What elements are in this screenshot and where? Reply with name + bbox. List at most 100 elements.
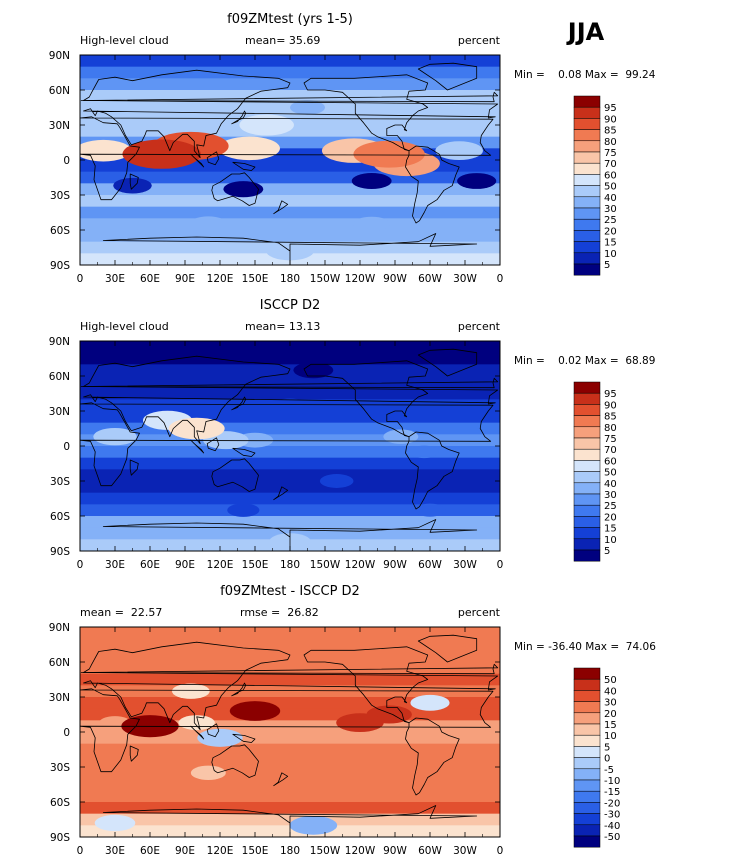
latitude-band: [80, 78, 500, 91]
x-tick-label: 150W: [310, 845, 341, 857]
x-tick-label: 60E: [140, 273, 160, 285]
x-tick-label: 0: [77, 845, 84, 857]
panel-title: f09ZMtest - ISCCP D2: [220, 584, 360, 599]
x-tick-label: 30E: [105, 559, 125, 571]
legend-swatch: [573, 151, 601, 164]
latitude-band: [80, 457, 500, 470]
legend-label: 5: [604, 260, 610, 271]
coastline: [231, 110, 247, 125]
legend-swatch: [573, 723, 601, 736]
coastline: [405, 145, 460, 224]
legend-label: -40: [604, 821, 620, 832]
latitude-band: [80, 650, 500, 663]
legend-label: 50: [604, 182, 617, 193]
y-tick-label: 60S: [50, 225, 70, 237]
latitude-band: [80, 387, 500, 400]
coastline: [232, 447, 256, 457]
coastline: [273, 772, 289, 787]
coastline: [417, 348, 478, 377]
legend-label: 80: [604, 423, 617, 434]
coastlines: [80, 62, 499, 265]
cloud-feature: [290, 100, 325, 115]
legend-label: 20: [604, 512, 617, 523]
cloud-feature: [223, 181, 264, 198]
cloud-feature: [189, 216, 228, 232]
coastline: [232, 161, 256, 171]
panel-title: ISCCP D2: [260, 298, 321, 313]
legend-label: 25: [604, 215, 617, 226]
panel-right-label: percent: [458, 34, 501, 47]
cloud-feature: [171, 683, 210, 699]
legend-label: 60: [604, 170, 617, 181]
coastline: [129, 173, 139, 190]
coastline: [231, 682, 247, 697]
legend-label: 10: [604, 249, 617, 260]
panel-left-label: mean = 22.57: [80, 606, 162, 619]
cloud-feature: [227, 503, 260, 517]
latitude-band: [80, 732, 500, 745]
legend-swatch: [573, 538, 601, 551]
legend-swatch: [573, 493, 601, 506]
y-tick-label: 30N: [49, 120, 70, 132]
coastline: [206, 723, 220, 738]
legend-swatch: [573, 426, 601, 439]
coastline: [80, 116, 494, 201]
legend-label: 95: [604, 389, 617, 400]
y-tick-label: 30N: [49, 692, 70, 704]
legend-label: 90: [604, 400, 617, 411]
map-axes: 0 30E 60E 90E 120E 150E 180 150W 120W 90W 60W 30W 09…: [49, 336, 504, 571]
cloud-feature: [104, 98, 149, 117]
cloud-feature: [336, 713, 384, 733]
latitude-band: [80, 492, 500, 505]
cloud-feature: [80, 139, 132, 162]
legend-swatch: [573, 448, 601, 461]
cloud-feature: [353, 140, 425, 168]
coastline: [102, 233, 478, 265]
coastline: [303, 360, 429, 438]
coastline: [206, 437, 220, 452]
cloud-feature: [409, 445, 439, 459]
coastline: [303, 74, 429, 152]
x-tick-label: 90E: [175, 273, 195, 285]
map-axes: 0 30E 60E 90E 120E 150E 180 150W 120W 90W 60W 30W 09…: [49, 622, 504, 857]
legend-label: 70: [604, 445, 617, 456]
x-tick-label: 30W: [453, 559, 477, 571]
legend-swatch: [573, 118, 601, 130]
legend-label: 85: [604, 126, 617, 137]
legend-swatch: [573, 129, 601, 142]
x-tick-label: 120W: [345, 845, 376, 857]
latitude-band: [80, 411, 500, 424]
coastline: [83, 641, 499, 731]
legend-swatch: [573, 667, 601, 680]
x-tick-label: 180: [280, 845, 300, 857]
min-max-stats: Min = 0.02 Max = 68.89: [514, 355, 655, 367]
latitude-band: [80, 230, 500, 243]
legend-swatch: [573, 106, 601, 119]
legend-label: -15: [604, 787, 620, 798]
legend-swatch: [573, 415, 601, 428]
coastline: [211, 172, 259, 206]
legend-swatch: [573, 460, 601, 472]
x-tick-label: 0: [497, 845, 504, 857]
legend-swatch: [573, 734, 601, 747]
y-tick-label: 60N: [49, 85, 70, 97]
legend-label: 50: [604, 468, 617, 479]
x-tick-label: 150E: [242, 273, 269, 285]
y-tick-label: 30S: [50, 190, 70, 202]
legend-label: -10: [604, 776, 620, 787]
coastline: [273, 200, 289, 215]
cloud-feature: [168, 417, 225, 440]
panel-right-label: percent: [458, 606, 501, 619]
panel-observation: ISCCP D2 High-level cloud mean= 13.13 pe…: [49, 298, 656, 571]
cloud-feature: [113, 177, 152, 194]
legend-label: 40: [604, 193, 617, 204]
coastline: [231, 396, 247, 411]
y-tick-label: 30S: [50, 762, 70, 774]
latitude-band: [80, 66, 500, 79]
y-tick-label: 0: [63, 155, 70, 167]
legend-swatch: [573, 504, 601, 517]
latitude-band: [80, 767, 500, 780]
legend-swatch: [573, 482, 601, 495]
contour-field: [80, 341, 500, 551]
panel-left-label: High-level cloud: [80, 320, 169, 333]
